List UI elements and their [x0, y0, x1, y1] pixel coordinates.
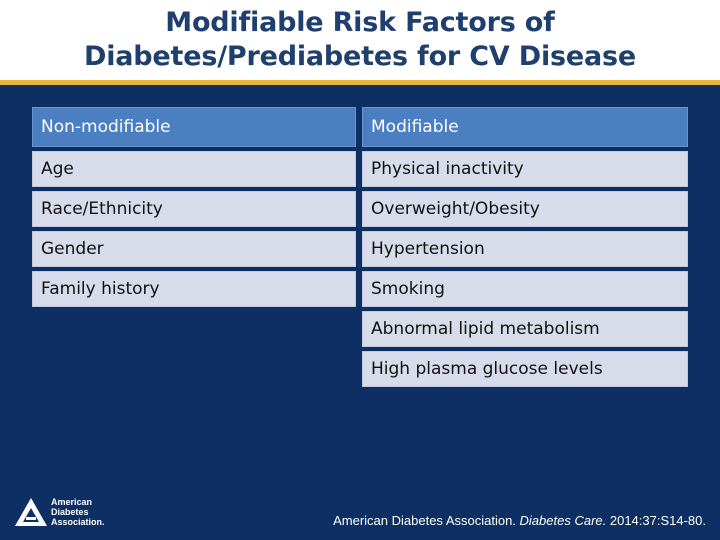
logo-line-2: Diabetes — [51, 507, 89, 517]
logo-wordmark: American Diabetes Association. — [51, 497, 105, 527]
logo-line-3: Association. — [51, 517, 105, 527]
slide-body: Non-modifiable Age Race/Ethnicity Gender… — [0, 85, 720, 540]
accent-divider — [0, 80, 720, 85]
citation-journal: Diabetes Care. — [519, 513, 607, 528]
cell-hypertension: Hypertension — [362, 231, 688, 267]
cell-abnormal-lipid: Abnormal lipid metabolism — [362, 311, 688, 347]
cell-race-ethnicity: Race/Ethnicity — [32, 191, 356, 227]
triangle-logo-icon — [15, 498, 47, 526]
title-line-1: Modifiable Risk Factors of — [165, 7, 555, 38]
slide-header: Modifiable Risk Factors of Diabetes/Pred… — [0, 0, 720, 80]
cell-gender: Gender — [32, 231, 356, 267]
citation-prefix: American Diabetes Association. — [333, 513, 520, 528]
cell-smoking: Smoking — [362, 271, 688, 307]
header-non-modifiable: Non-modifiable — [32, 107, 356, 147]
cell-overweight-obesity: Overweight/Obesity — [362, 191, 688, 227]
cell-family-history: Family history — [32, 271, 356, 307]
title-line-2: Diabetes/Prediabetes for CV Disease — [84, 41, 636, 72]
citation: American Diabetes Association. Diabetes … — [240, 513, 706, 528]
header-modifiable: Modifiable — [362, 107, 688, 147]
cell-physical-inactivity: Physical inactivity — [362, 151, 688, 187]
citation-suffix: 2014:37:S14-80. — [606, 513, 706, 528]
modifiable-column: Modifiable Physical inactivity Overweigh… — [362, 107, 688, 391]
non-modifiable-column: Non-modifiable Age Race/Ethnicity Gender… — [32, 107, 356, 311]
ada-logo: American Diabetes Association. — [14, 497, 124, 529]
logo-line-1: American — [51, 497, 93, 507]
slide-title: Modifiable Risk Factors of Diabetes/Pred… — [0, 6, 720, 74]
cell-age: Age — [32, 151, 356, 187]
cell-high-glucose: High plasma glucose levels — [362, 351, 688, 387]
